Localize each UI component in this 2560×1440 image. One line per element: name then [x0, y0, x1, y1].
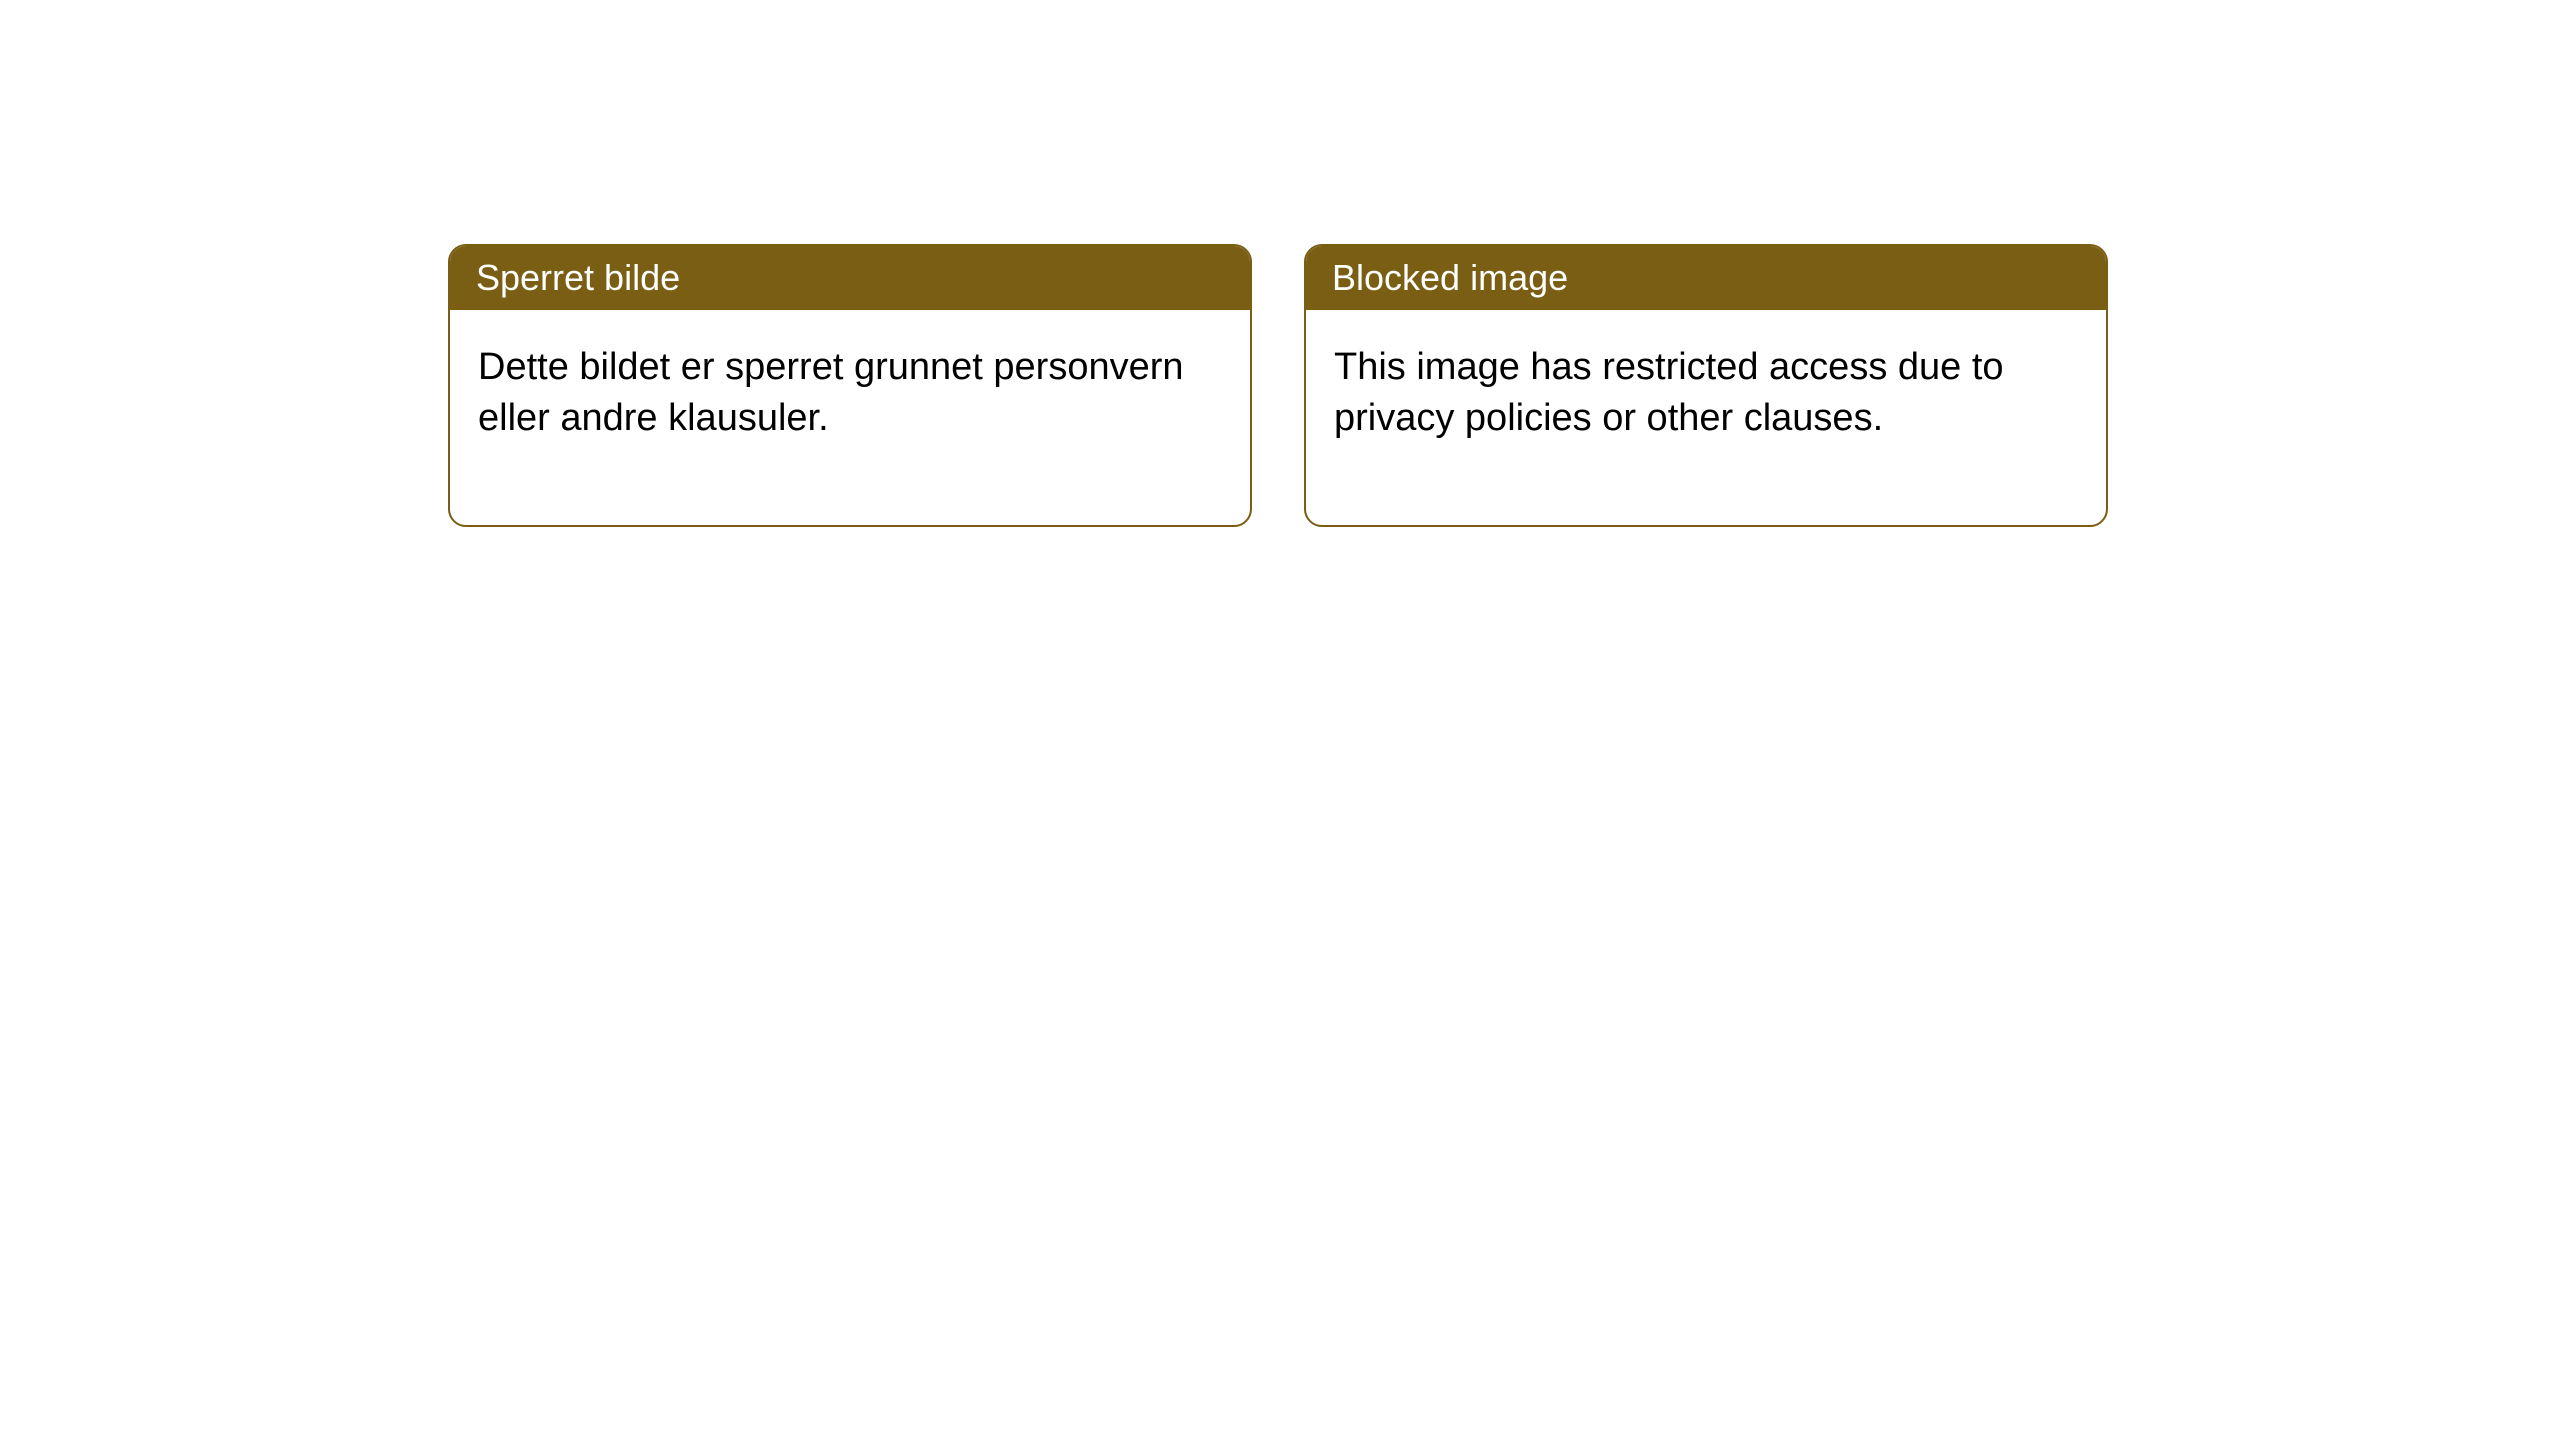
card-header-norwegian: Sperret bilde [450, 246, 1250, 310]
card-english: Blocked image This image has restricted … [1304, 244, 2108, 527]
card-body-norwegian: Dette bildet er sperret grunnet personve… [450, 310, 1250, 525]
notice-container: Sperret bilde Dette bildet er sperret gr… [0, 0, 2560, 527]
card-body-english: This image has restricted access due to … [1306, 310, 2106, 525]
card-header-english: Blocked image [1306, 246, 2106, 310]
card-norwegian: Sperret bilde Dette bildet er sperret gr… [448, 244, 1252, 527]
